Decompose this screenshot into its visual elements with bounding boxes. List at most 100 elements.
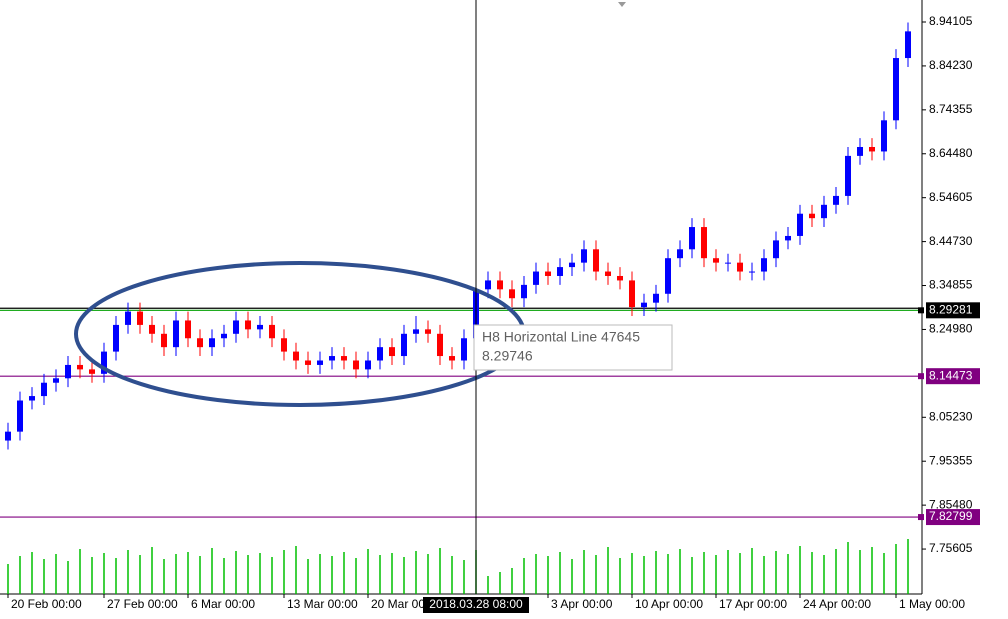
price-label-marker (918, 307, 924, 314)
candle-body (317, 360, 323, 365)
candle-body (617, 275, 623, 281)
candle-body (749, 271, 755, 273)
candle-body (629, 280, 635, 308)
x-tick-label: 6 Mar 00:00 (191, 597, 255, 611)
candle-body (353, 360, 359, 370)
x-tick-label: 13 Mar 00:00 (287, 597, 358, 611)
candle-body (389, 347, 395, 357)
candle-body (641, 302, 647, 308)
x-tick-label: 27 Feb 00:00 (107, 597, 178, 611)
candle-body (521, 284, 527, 299)
x-tick-label: 24 Apr 00:00 (803, 597, 871, 611)
price-label: 7.82799 (929, 509, 973, 523)
y-tick-label: 7.75605 (929, 541, 973, 555)
tooltip-title: H8 Horizontal Line 47645 (482, 329, 640, 345)
price-label-box (926, 302, 980, 319)
candle-body (233, 320, 239, 334)
y-tick-label: 8.84230 (929, 58, 973, 72)
y-tick-label: 8.34855 (929, 278, 973, 292)
candle-body (533, 271, 539, 285)
y-tick-label: 8.94105 (929, 14, 973, 28)
tooltip: H8 Horizontal Line 47645 8.29746 (473, 324, 673, 371)
candle-body (53, 378, 59, 383)
candle-body (65, 364, 71, 379)
candle-body (197, 338, 203, 348)
tooltip-box (473, 324, 673, 371)
candle-body (365, 360, 371, 370)
y-tick-label: 8.24980 (929, 322, 973, 336)
y-tick-label: 7.95355 (929, 453, 973, 467)
candle-body (401, 333, 407, 357)
price-label-box (926, 368, 980, 385)
y-tick-label: 8.64480 (929, 146, 973, 160)
scroll-marker (618, 2, 626, 7)
candle-body (173, 320, 179, 348)
candle-body (593, 249, 599, 272)
y-tick-label: 8.74355 (929, 102, 973, 116)
candle-body (509, 289, 515, 299)
price-label-box (926, 509, 980, 526)
candle-body (5, 431, 11, 441)
price-label-marker (918, 373, 924, 380)
candle-body (245, 320, 251, 330)
x-tick-label: 10 Apr 00:00 (635, 597, 703, 611)
candle-body (185, 320, 191, 339)
price-label: 8.29281 (929, 302, 973, 316)
candle-body (881, 120, 887, 152)
tooltip-value: 8.29746 (482, 348, 533, 364)
x-tick-label: 20 Feb 00:00 (11, 597, 82, 611)
candle-body (269, 324, 275, 339)
candle-body (557, 267, 563, 276)
y-tick-label: 8.44730 (929, 234, 973, 248)
candle-body (41, 382, 47, 397)
candle-body (77, 364, 83, 370)
candle-body (833, 195, 839, 205)
candle-body (677, 249, 683, 259)
candle-body (413, 329, 419, 334)
candle-body (581, 249, 587, 263)
candle-body (221, 333, 227, 339)
x-tick-label: 17 Apr 00:00 (719, 597, 787, 611)
candle-body (737, 262, 743, 272)
candle-body (905, 31, 911, 59)
candle-body (125, 311, 131, 325)
candle-body (893, 58, 899, 121)
candle-body (653, 293, 659, 303)
candle-body (605, 271, 611, 276)
candle-body (845, 155, 851, 196)
x-tick-label: 3 Apr 00:00 (551, 597, 613, 611)
y-tick-label: 7.85480 (929, 497, 973, 511)
candle-body (497, 280, 503, 290)
candle-body (761, 258, 767, 272)
candle-body (257, 324, 263, 330)
y-tick-label: 8.05230 (929, 409, 973, 423)
candle-body (785, 235, 791, 241)
candle-body (449, 356, 455, 361)
candle-body (665, 258, 671, 294)
candle-body (725, 262, 731, 264)
candle-body (101, 351, 107, 374)
candle-body (329, 356, 335, 361)
candle-body (161, 333, 167, 348)
candle-body (281, 338, 287, 352)
candle-body (869, 146, 875, 152)
candle-body (293, 351, 299, 361)
price-label-marker (918, 514, 924, 521)
candle-body (485, 280, 491, 290)
candle-body (437, 333, 443, 357)
y-tick-label: 8.54605 (929, 190, 973, 204)
candle-body (113, 324, 119, 352)
candle-body (797, 213, 803, 236)
candle-body (857, 146, 863, 156)
candle-body (89, 369, 95, 374)
candle-body (305, 360, 311, 365)
candle-body (713, 258, 719, 263)
candle-body (149, 324, 155, 334)
candle-body (461, 338, 467, 361)
candle-body (17, 400, 23, 432)
candle-body (701, 227, 707, 259)
candle-body (545, 271, 551, 276)
candle-body (809, 213, 815, 219)
candle-body (209, 338, 215, 348)
